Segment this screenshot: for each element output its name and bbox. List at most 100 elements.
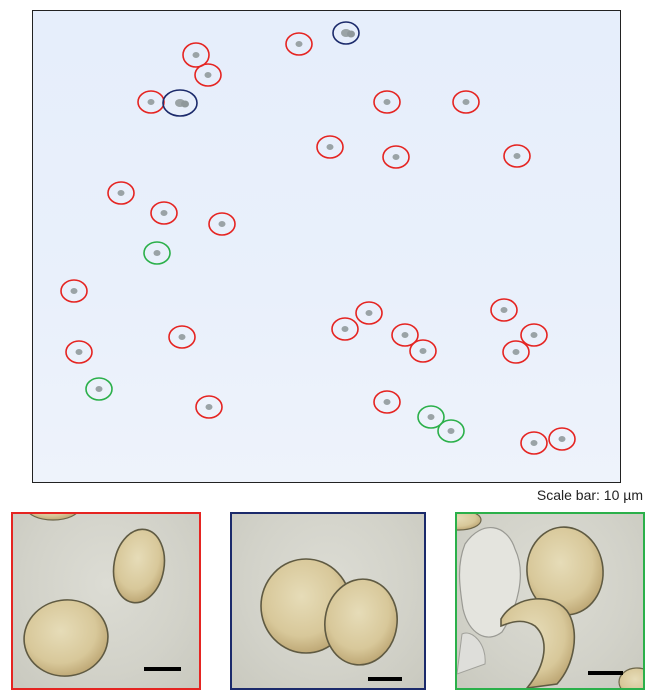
closeup-panel-blue: [230, 512, 426, 690]
green-circle-marker: [143, 241, 171, 265]
red-circle-marker: [373, 390, 401, 414]
red-circle: [520, 431, 548, 455]
red-circle: [490, 298, 518, 322]
pollen-grain: [457, 514, 482, 531]
scale-bar: [368, 677, 402, 681]
pollen-grain: [112, 528, 166, 604]
pollen-grain: [365, 310, 373, 316]
pollen-grain: [95, 386, 103, 392]
red-circle-marker: [548, 427, 576, 451]
pollen-grain: [160, 210, 168, 216]
red-circle: [373, 90, 401, 114]
red-circle: [373, 390, 401, 414]
green-circle: [143, 241, 171, 265]
red-circle: [452, 90, 480, 114]
pollen-grain: [204, 72, 212, 78]
pollen-grain: [218, 221, 226, 227]
red-circle-marker: [382, 145, 410, 169]
pollen-grain: [70, 288, 78, 294]
red-circle-marker: [208, 212, 236, 236]
red-circle: [65, 340, 93, 364]
pollen-grain: [500, 307, 508, 313]
pollen-grain: [383, 399, 391, 405]
green-circle-marker: [85, 377, 113, 401]
red-circle-marker: [316, 135, 344, 159]
red-circle: [503, 144, 531, 168]
pollen-grain: [23, 599, 109, 677]
pollen-grain: [513, 153, 521, 159]
red-circle-marker: [150, 201, 178, 225]
closeup-red-image: [23, 514, 181, 677]
pollen-grain: [205, 404, 213, 410]
red-circle-marker: [195, 395, 223, 419]
red-circle-marker: [194, 63, 222, 87]
pollen-grain: [419, 348, 427, 354]
red-circle: [137, 90, 165, 114]
red-circle-marker: [490, 298, 518, 322]
pollen-grain: [618, 667, 643, 688]
red-circle: [316, 135, 344, 159]
red-circle-marker: [409, 339, 437, 363]
pollen-grain: [117, 190, 125, 196]
red-circle-marker: [137, 90, 165, 114]
pollen-grain: [500, 598, 576, 688]
pollen-grain: [530, 332, 538, 338]
green-circle-marker: [437, 419, 465, 443]
collapsed-grain: [458, 527, 521, 638]
red-circle: [382, 145, 410, 169]
red-circle: [107, 181, 135, 205]
red-circle: [409, 339, 437, 363]
red-circle-marker: [503, 144, 531, 168]
pollen-grain: [401, 332, 409, 338]
green-circle: [417, 405, 445, 429]
red-circle: [331, 317, 359, 341]
red-circle-marker: [391, 323, 419, 347]
red-circle-marker: [502, 340, 530, 364]
pollen-grain: [427, 414, 435, 420]
green-circle: [85, 377, 113, 401]
red-circle-marker: [520, 431, 548, 455]
pollen-overview-image: [32, 10, 621, 483]
overview-annotations: [60, 21, 576, 455]
red-circle-marker: [452, 90, 480, 114]
closeup-green-image: [457, 514, 643, 688]
red-circle-marker: [182, 42, 210, 68]
blue-circle-marker: [332, 21, 360, 45]
scale-bar: [588, 671, 623, 675]
green-circle-marker: [417, 405, 445, 429]
pollen-grain: [347, 30, 355, 38]
closeup-panel-green: [455, 512, 645, 690]
red-circle: [208, 212, 236, 236]
pollen-grain: [462, 99, 470, 105]
pollen-grain: [192, 52, 200, 58]
closeup-panel-red: [11, 512, 201, 690]
red-circle: [182, 42, 210, 68]
pollen-grain: [558, 436, 566, 442]
red-circle-marker: [168, 325, 196, 349]
red-circle-marker: [373, 90, 401, 114]
pollen-grain: [29, 514, 77, 521]
red-circle: [285, 32, 313, 56]
pollen-grain: [392, 154, 400, 160]
pollen-grain: [341, 326, 349, 332]
red-circle-marker: [60, 279, 88, 303]
red-circle-marker: [520, 323, 548, 347]
pollen-grain: [383, 99, 391, 105]
scale-bar-caption: Scale bar: 10 µm: [536, 487, 643, 503]
pollen-grain: [512, 349, 520, 355]
pollen-grain: [447, 428, 455, 434]
pollen-grain: [295, 41, 303, 47]
green-circle: [437, 419, 465, 443]
pollen-grain: [178, 334, 186, 340]
closeup-blue-image: [260, 558, 402, 681]
pollen-grain: [324, 578, 398, 666]
pollen-grain: [153, 250, 161, 256]
red-circle: [355, 301, 383, 325]
red-circle-marker: [355, 301, 383, 325]
pollen-grain: [181, 100, 189, 108]
pollen-grain: [75, 349, 83, 355]
collapsed-grain: [457, 632, 486, 675]
red-circle-marker: [65, 340, 93, 364]
blue-circle: [162, 89, 198, 117]
red-circle: [391, 323, 419, 347]
